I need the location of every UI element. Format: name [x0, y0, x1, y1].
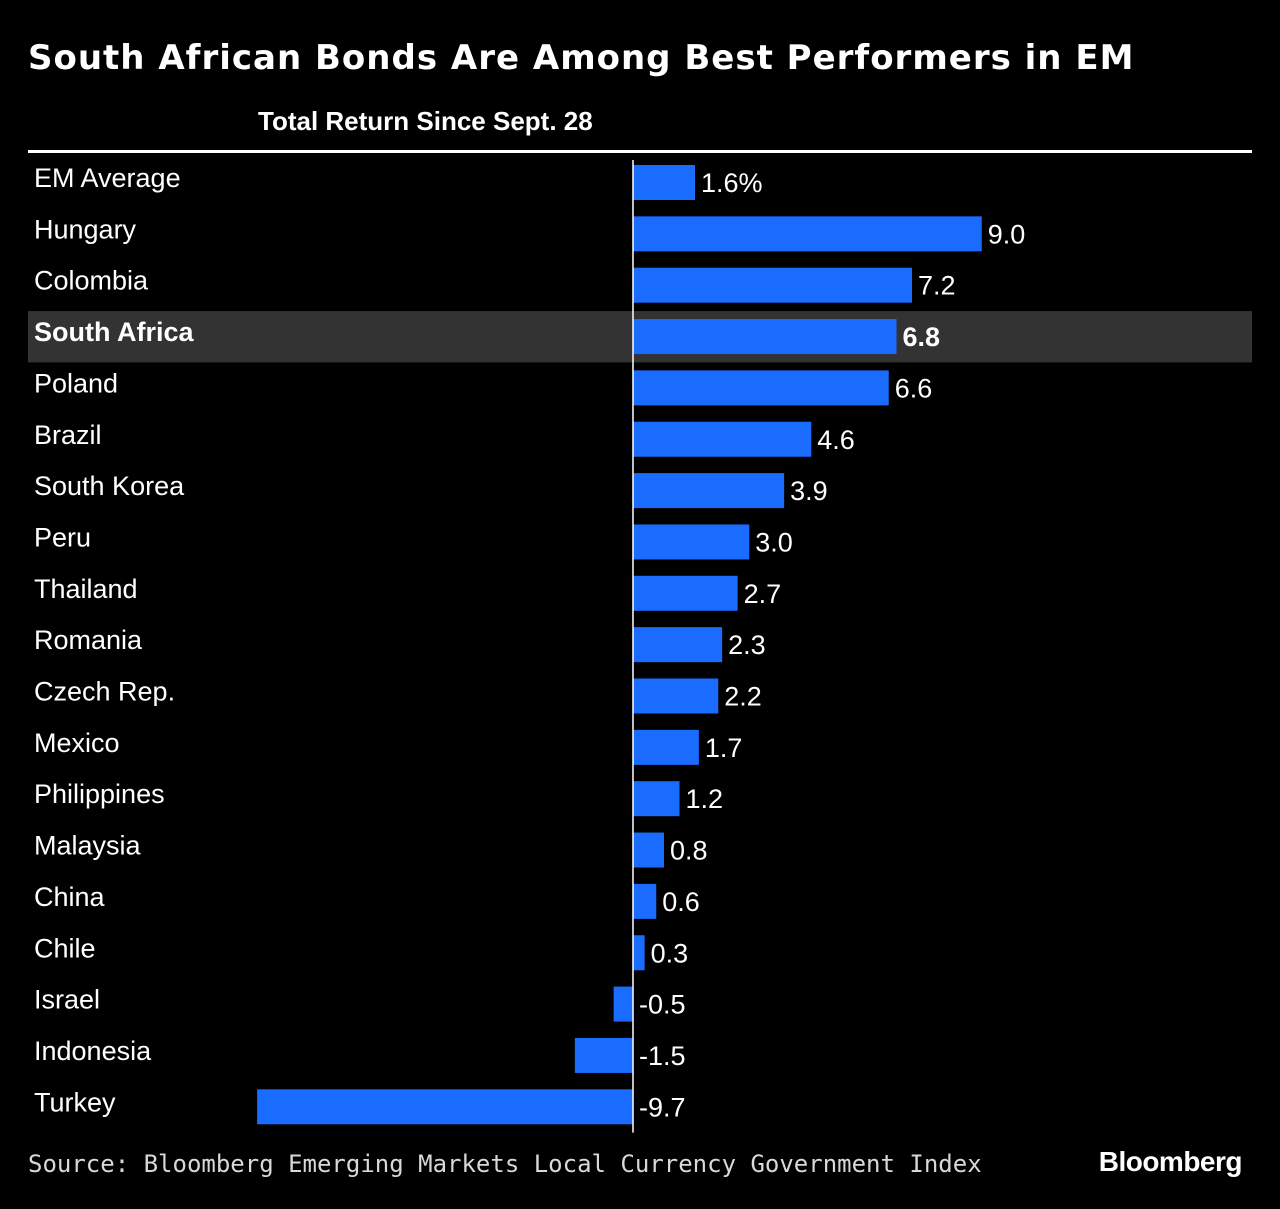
value-label: 1.2 [686, 784, 724, 814]
bar [633, 832, 664, 868]
bar [574, 1037, 633, 1073]
category-label: Peru [34, 522, 91, 552]
value-label: 9.0 [988, 219, 1026, 249]
category-label: Philippines [34, 779, 165, 809]
bar [633, 216, 982, 252]
category-label: EM Average [34, 163, 181, 193]
category-label: Colombia [34, 266, 149, 296]
bar [633, 370, 889, 406]
category-label: China [34, 882, 106, 912]
value-label: 0.6 [662, 887, 700, 917]
category-label: Mexico [34, 728, 120, 758]
category-label: Israel [34, 985, 100, 1015]
value-label: 0.3 [651, 938, 689, 968]
category-label: Brazil [34, 420, 102, 450]
category-label: Poland [34, 368, 118, 398]
category-label: Romania [34, 625, 143, 655]
value-label: 2.3 [728, 630, 766, 660]
bar [633, 319, 897, 355]
value-label: 2.7 [744, 579, 782, 609]
category-label: South Korea [34, 471, 185, 501]
bar [633, 678, 719, 714]
bar [633, 524, 750, 560]
bloomberg-logo: Bloomberg [1098, 1146, 1243, 1177]
bar [633, 935, 645, 971]
bar [633, 627, 723, 663]
bar [633, 473, 785, 509]
category-label: Indonesia [34, 1036, 152, 1066]
value-label: 3.9 [790, 476, 828, 506]
chart-title: South African Bonds Are Among Best Perfo… [28, 38, 1135, 78]
bar [633, 729, 699, 765]
value-label: 1.6% [701, 168, 763, 198]
bar [633, 267, 912, 303]
value-label: -9.7 [639, 1092, 686, 1122]
category-label: Turkey [34, 1087, 116, 1117]
bar [633, 165, 695, 200]
bar [633, 575, 738, 611]
value-label: 6.8 [903, 322, 941, 352]
value-label: 4.6 [817, 425, 855, 455]
value-label: -1.5 [639, 1041, 686, 1071]
category-label: South Africa [34, 317, 194, 347]
value-label: 3.0 [755, 527, 793, 557]
category-label: Hungary [34, 214, 137, 244]
value-label: 1.7 [705, 733, 743, 763]
value-label: -0.5 [639, 990, 686, 1020]
source-note: Source: Bloomberg Emerging Markets Local… [28, 1150, 982, 1178]
chart-subtitle: Total Return Since Sept. 28 [258, 106, 593, 136]
value-label: 0.8 [670, 836, 708, 866]
category-label: Thailand [34, 574, 138, 604]
bar [633, 883, 657, 919]
value-label: 6.6 [895, 373, 933, 403]
top-rule [28, 150, 1252, 153]
category-label: Malaysia [34, 831, 142, 861]
bar [257, 1089, 633, 1125]
bar [633, 421, 812, 457]
category-label: Czech Rep. [34, 677, 175, 707]
category-label: Chile [34, 933, 96, 963]
value-label: 7.2 [918, 271, 956, 301]
value-label: 2.2 [724, 682, 762, 712]
bar [613, 986, 633, 1022]
bar [633, 781, 680, 817]
